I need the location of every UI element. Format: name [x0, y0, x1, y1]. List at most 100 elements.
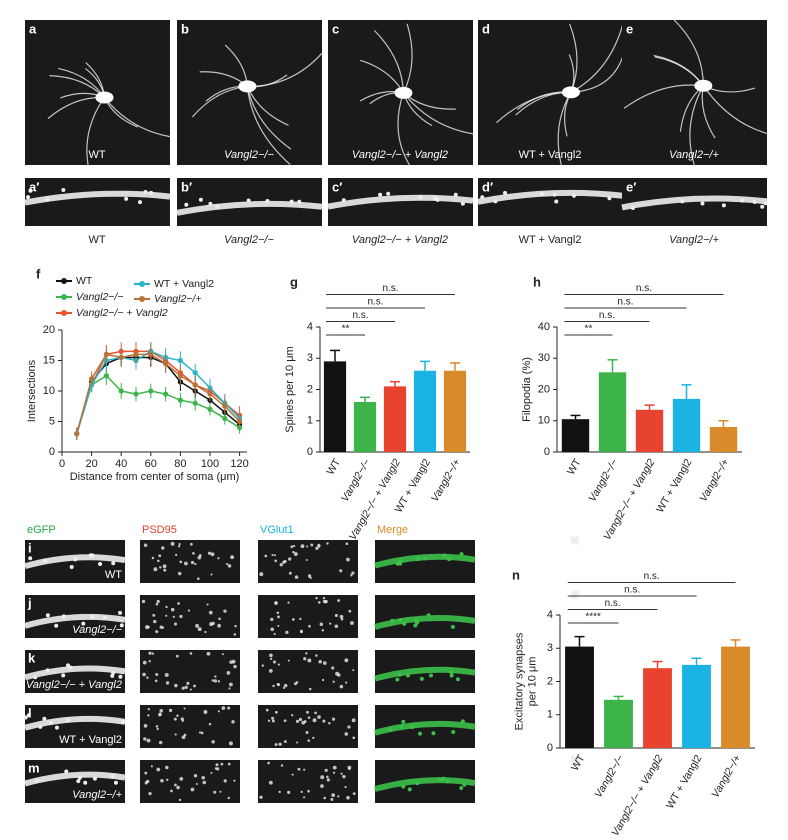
spine	[66, 718, 71, 723]
puncta	[293, 682, 297, 686]
spine	[28, 556, 33, 561]
dendrite	[374, 777, 476, 792]
bar	[672, 398, 701, 452]
puncta	[307, 739, 311, 742]
puncta	[347, 725, 351, 729]
puncta	[299, 617, 302, 621]
spine	[445, 779, 450, 784]
puncta	[153, 619, 157, 624]
spine	[554, 199, 559, 204]
puncta	[352, 669, 355, 672]
panel-label: l	[28, 705, 32, 720]
puncta	[179, 560, 183, 564]
spine	[42, 716, 47, 721]
spine	[265, 198, 270, 203]
spine	[459, 786, 464, 791]
puncta	[204, 630, 207, 634]
puncta	[143, 724, 148, 728]
image-caption: Vangl2−/− + Vangl2	[26, 679, 122, 691]
y-tick-label: 2	[547, 675, 553, 687]
puncta	[142, 672, 146, 677]
spine	[45, 197, 50, 202]
puncta	[307, 716, 311, 719]
puncta	[220, 762, 224, 766]
micrograph	[140, 540, 240, 583]
puncta	[318, 659, 322, 664]
puncta	[146, 676, 149, 679]
puncta	[290, 545, 294, 549]
puncta	[285, 630, 289, 635]
spine	[81, 621, 86, 626]
dendrite	[24, 613, 126, 629]
spine	[426, 613, 431, 618]
puncta	[272, 660, 276, 664]
puncta	[156, 727, 159, 731]
puncta	[179, 776, 184, 781]
puncta	[156, 599, 160, 604]
panel-label: f	[36, 266, 41, 281]
bar	[635, 409, 664, 452]
spine	[90, 553, 95, 558]
y-axis-label: Intersections	[26, 359, 38, 422]
puncta	[155, 672, 159, 677]
spine	[539, 192, 544, 197]
spine	[397, 672, 402, 677]
puncta	[175, 654, 179, 658]
legend-marker	[61, 310, 67, 316]
puncta	[322, 661, 327, 665]
image-caption: Vangl2−/+	[669, 149, 719, 161]
puncta	[177, 571, 182, 576]
image-caption: Vangl2−/−	[224, 234, 274, 246]
spine	[740, 198, 745, 203]
puncta	[203, 710, 208, 714]
image-caption: Vangl2−/−	[224, 149, 274, 161]
panel-label: c′	[332, 179, 342, 194]
puncta	[213, 679, 218, 683]
panel-label: e′	[626, 179, 636, 194]
significance-label: **	[585, 324, 593, 335]
puncta	[158, 712, 162, 717]
soma	[394, 86, 413, 99]
puncta	[142, 660, 147, 665]
puncta	[328, 721, 331, 725]
puncta	[274, 601, 277, 605]
puncta	[217, 680, 221, 683]
puncta	[326, 778, 330, 782]
puncta	[279, 563, 283, 567]
spine	[386, 191, 391, 196]
x-tick-label: 80	[174, 458, 186, 470]
puncta	[178, 543, 181, 546]
point	[177, 397, 183, 403]
puncta	[297, 767, 301, 771]
puncta	[352, 736, 356, 740]
spine	[149, 190, 154, 195]
puncta	[274, 710, 278, 714]
puncta	[270, 657, 273, 660]
dendrite	[621, 195, 768, 211]
spine	[119, 623, 124, 628]
puncta	[193, 684, 197, 688]
spine	[721, 203, 726, 208]
puncta	[287, 601, 290, 604]
puncta	[317, 601, 321, 604]
panel-label: m	[28, 760, 40, 775]
spine	[38, 724, 43, 729]
puncta	[233, 779, 236, 782]
puncta	[296, 741, 299, 744]
x-tick-label: WT	[569, 752, 588, 773]
puncta	[344, 785, 347, 789]
puncta	[194, 562, 197, 566]
puncta	[197, 577, 200, 580]
image-caption: WT + Vangl2	[59, 734, 122, 746]
puncta	[337, 673, 341, 677]
spine	[215, 204, 220, 209]
spine	[65, 663, 70, 668]
x-tick-label: WT + Vangl2	[654, 457, 694, 515]
puncta	[259, 795, 263, 799]
puncta	[156, 767, 161, 772]
image-caption: Vangl2−/+	[72, 789, 122, 801]
puncta	[173, 622, 178, 626]
soma	[95, 91, 114, 104]
puncta	[350, 621, 354, 625]
puncta	[217, 557, 220, 560]
